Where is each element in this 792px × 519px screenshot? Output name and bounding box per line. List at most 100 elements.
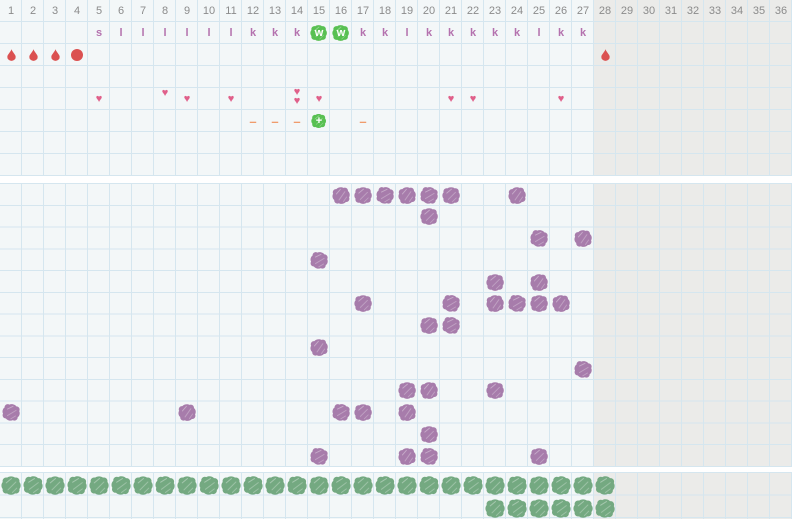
phase-letter[interactable]: l xyxy=(207,27,211,39)
bleeding-mark[interactable] xyxy=(66,44,88,66)
daily-entry-mark[interactable] xyxy=(220,474,242,496)
temperature-mark[interactable] xyxy=(330,184,352,206)
temperature-mark[interactable] xyxy=(572,228,594,250)
temperature-mark[interactable] xyxy=(308,445,330,467)
daily-entry-mark[interactable] xyxy=(594,497,616,519)
daily-entry-mark[interactable] xyxy=(308,474,330,496)
temperature-mark[interactable] xyxy=(352,402,374,424)
temperature-mark[interactable] xyxy=(396,380,418,402)
test-mark[interactable]: – xyxy=(271,113,279,129)
day-number[interactable]: 26 xyxy=(554,5,568,17)
intercourse-mark[interactable]: ♥ ♥ xyxy=(286,86,308,108)
intercourse-mark[interactable]: ♥ xyxy=(440,88,462,110)
test-mark[interactable]: + xyxy=(308,110,330,132)
phase-letter[interactable]: k xyxy=(271,27,279,39)
daily-entry-mark[interactable] xyxy=(264,474,286,496)
bleeding-mark[interactable] xyxy=(22,44,44,66)
day-number[interactable]: 10 xyxy=(202,5,216,17)
daily-entry-mark[interactable] xyxy=(506,497,528,519)
temperature-mark[interactable] xyxy=(418,184,440,206)
temperature-mark[interactable] xyxy=(528,271,550,293)
day-number[interactable]: 15 xyxy=(312,5,326,17)
daily-entry-mark[interactable] xyxy=(176,474,198,496)
phase-letter[interactable]: k xyxy=(359,27,367,39)
daily-entry-mark[interactable] xyxy=(484,474,506,496)
phase-letter[interactable]: l xyxy=(185,27,189,39)
daily-entry-mark[interactable] xyxy=(198,474,220,496)
day-number[interactable]: 22 xyxy=(466,5,480,17)
daily-entry-mark[interactable] xyxy=(88,474,110,496)
day-number[interactable]: 20 xyxy=(422,5,436,17)
daily-entry-mark[interactable] xyxy=(550,474,572,496)
temperature-mark[interactable] xyxy=(506,293,528,315)
intercourse-mark[interactable]: ♥ xyxy=(176,88,198,110)
phase-letter[interactable]: k xyxy=(513,27,521,39)
day-number[interactable]: 4 xyxy=(73,5,81,17)
day-number[interactable]: 6 xyxy=(117,5,125,17)
daily-entry-mark[interactable] xyxy=(440,474,462,496)
intercourse-mark[interactable]: ♥ xyxy=(550,88,572,110)
day-number[interactable]: 21 xyxy=(444,5,458,17)
intercourse-mark[interactable]: ♥ xyxy=(154,82,176,104)
daily-entry-mark[interactable] xyxy=(286,474,308,496)
daily-entry-mark[interactable] xyxy=(550,497,572,519)
temperature-mark[interactable] xyxy=(308,336,330,358)
daily-entry-mark[interactable] xyxy=(132,474,154,496)
phase-letter[interactable]: l xyxy=(229,27,233,39)
intercourse-mark[interactable]: ♥ xyxy=(88,88,110,110)
daily-entry-mark[interactable] xyxy=(66,474,88,496)
day-number[interactable]: 35 xyxy=(752,5,766,17)
phase-letter[interactable]: k xyxy=(469,27,477,39)
temperature-mark[interactable] xyxy=(528,293,550,315)
phase-letter[interactable]: w xyxy=(330,22,352,44)
daily-entry-mark[interactable] xyxy=(594,474,616,496)
day-number[interactable]: 17 xyxy=(356,5,370,17)
phase-letter[interactable]: l xyxy=(163,27,167,39)
day-number[interactable]: 5 xyxy=(95,5,103,17)
test-mark[interactable]: – xyxy=(359,113,367,129)
day-number[interactable]: 23 xyxy=(488,5,502,17)
day-number[interactable]: 7 xyxy=(139,5,147,17)
bleeding-mark[interactable] xyxy=(594,44,616,66)
phase-letter[interactable]: l xyxy=(119,27,123,39)
day-number[interactable]: 30 xyxy=(642,5,656,17)
phase-letter[interactable]: k xyxy=(381,27,389,39)
daily-entry-mark[interactable] xyxy=(462,474,484,496)
intercourse-mark[interactable]: ♥ xyxy=(308,88,330,110)
daily-entry-mark[interactable] xyxy=(506,474,528,496)
phase-letter[interactable]: l xyxy=(405,27,409,39)
temperature-mark[interactable] xyxy=(484,380,506,402)
daily-entry-mark[interactable] xyxy=(572,474,594,496)
phase-letter[interactable]: k xyxy=(557,27,565,39)
temperature-mark[interactable] xyxy=(528,445,550,467)
daily-entry-mark[interactable] xyxy=(110,474,132,496)
day-number[interactable]: 25 xyxy=(532,5,546,17)
day-number[interactable]: 14 xyxy=(290,5,304,17)
day-number[interactable]: 3 xyxy=(51,5,59,17)
day-number[interactable]: 33 xyxy=(708,5,722,17)
temperature-mark[interactable] xyxy=(418,315,440,337)
daily-entry-mark[interactable] xyxy=(572,497,594,519)
daily-entry-mark[interactable] xyxy=(484,497,506,519)
temperature-mark[interactable] xyxy=(550,293,572,315)
day-number[interactable]: 24 xyxy=(510,5,524,17)
daily-entry-mark[interactable] xyxy=(352,474,374,496)
phase-letter[interactable]: l xyxy=(537,27,541,39)
daily-entry-mark[interactable] xyxy=(22,474,44,496)
phase-letter[interactable]: l xyxy=(141,27,145,39)
phase-letter[interactable]: k xyxy=(425,27,433,39)
phase-letter[interactable]: k xyxy=(293,27,301,39)
temperature-mark[interactable] xyxy=(418,445,440,467)
day-number[interactable]: 31 xyxy=(664,5,678,17)
temperature-mark[interactable] xyxy=(418,424,440,446)
temperature-mark[interactable] xyxy=(0,402,22,424)
temperature-mark[interactable] xyxy=(418,380,440,402)
day-number[interactable]: 11 xyxy=(225,5,237,17)
temperature-mark[interactable] xyxy=(396,445,418,467)
day-number[interactable]: 19 xyxy=(400,5,414,17)
intercourse-mark[interactable]: ♥ xyxy=(220,88,242,110)
day-number[interactable]: 12 xyxy=(246,5,260,17)
temperature-mark[interactable] xyxy=(396,184,418,206)
temperature-mark[interactable] xyxy=(374,184,396,206)
temperature-mark[interactable] xyxy=(484,271,506,293)
